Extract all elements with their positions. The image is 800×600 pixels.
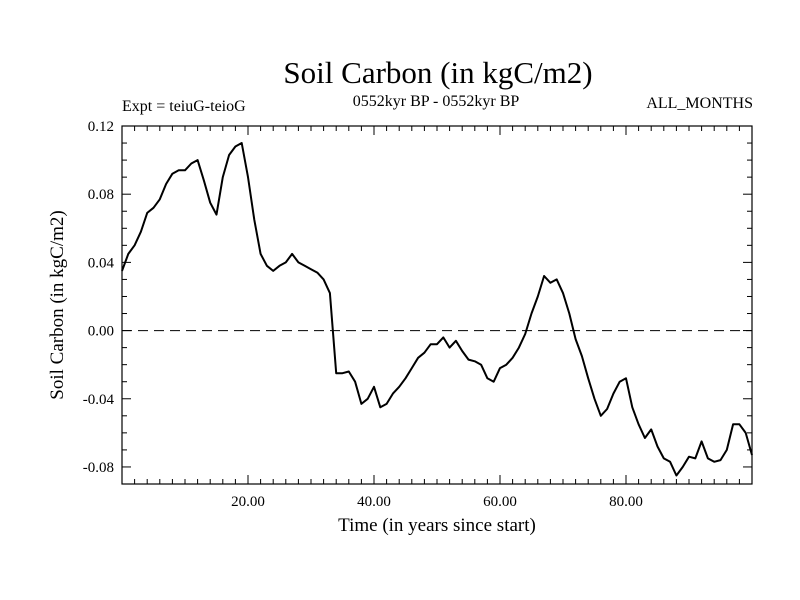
x-tick-label: 60.00 xyxy=(483,494,517,510)
y-tick-label: -0.08 xyxy=(83,460,114,476)
y-tick-label: -0.04 xyxy=(83,392,115,408)
y-tick-label: 0.04 xyxy=(88,255,115,271)
experiment-label: Expt = teiuG-teioG xyxy=(122,98,246,115)
x-axis-label: Time (in years since start) xyxy=(338,515,536,536)
y-tick-label: 0.12 xyxy=(88,119,114,135)
months-label: ALL_MONTHS xyxy=(646,95,753,112)
x-tick-label: 40.00 xyxy=(357,494,391,510)
ticks-layer: 20.00 40.00 60.00 80.00 0.12 0.08 0.04 0.00 -0.0… xyxy=(83,119,752,510)
chart-title: Soil Carbon (in kgC/m2) xyxy=(283,55,592,90)
series-line xyxy=(121,142,753,477)
plot-frame xyxy=(121,125,753,485)
y-tick-label: 0.08 xyxy=(88,187,114,203)
series-layer xyxy=(121,142,753,477)
y-axis-label: Soil Carbon (in kgC/m2) xyxy=(47,210,68,399)
x-tick-label: 80.00 xyxy=(609,494,643,510)
x-tick-label: 20.00 xyxy=(231,494,265,510)
period-label: 0552kyr BP - 0552kyr BP xyxy=(353,93,520,110)
y-tick-label: 0.00 xyxy=(88,324,114,340)
